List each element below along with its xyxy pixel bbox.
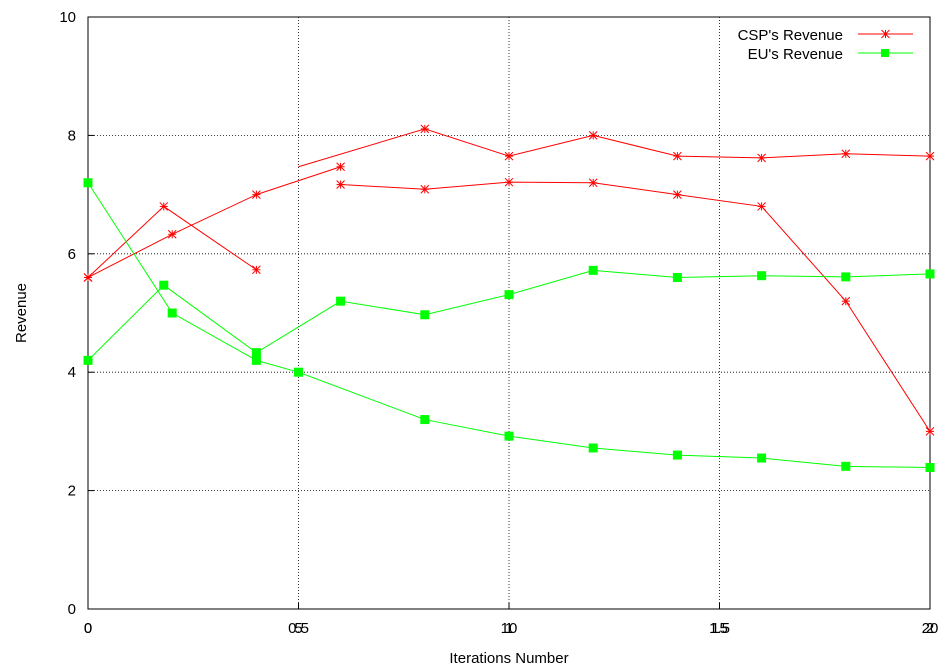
data-point-star <box>504 177 514 187</box>
x-tick-label: 15 <box>711 620 728 637</box>
y-tick-label: 10 <box>59 9 76 26</box>
data-point-star <box>504 151 514 161</box>
data-point-square <box>925 463 935 473</box>
data-point-square <box>336 296 346 306</box>
data-point-square <box>588 265 598 275</box>
data-point-square <box>672 450 682 460</box>
data-point-square <box>251 348 261 358</box>
data-point-star <box>841 296 851 306</box>
data-point-star <box>83 273 93 282</box>
data-point-square <box>672 272 682 282</box>
data-point-square <box>420 310 430 320</box>
y-tick-label: 2 <box>68 483 76 500</box>
data-point-square <box>167 308 177 318</box>
data-point-square <box>757 271 767 281</box>
data-point-square <box>251 355 261 365</box>
x-tick-label-secondary: 1 <box>505 620 513 637</box>
data-point-star <box>757 202 766 211</box>
data-point-star <box>757 153 766 163</box>
data-point-square <box>83 355 93 365</box>
series-csp-revenue-peak <box>298 124 594 168</box>
data-point-square <box>841 461 851 471</box>
data-point-star <box>159 202 169 211</box>
data-point-square <box>841 272 851 282</box>
data-point-square <box>925 269 935 279</box>
data-point-star <box>336 162 345 172</box>
data-point-star <box>841 149 851 159</box>
x-axis-title: Iterations Number <box>449 650 568 667</box>
x-tick-label-secondary: 1.5 <box>709 620 730 637</box>
data-point-square <box>294 367 303 377</box>
plot-frame <box>87 16 931 610</box>
y-axis-title: Revenue <box>13 283 30 343</box>
data-point-square <box>420 415 430 425</box>
data-point-star <box>336 180 345 189</box>
series-line <box>87 269 931 361</box>
x-tick-label: 0 <box>84 620 92 637</box>
series-csp-revenue <box>83 131 935 436</box>
data-point-square <box>588 443 598 453</box>
data-point-star <box>588 178 598 188</box>
data-point-star <box>925 427 935 436</box>
y-tick-label: 4 <box>68 364 76 381</box>
series-line <box>340 181 931 432</box>
data-point-square <box>83 178 93 188</box>
data-point-star <box>420 124 430 134</box>
data-point-star <box>673 151 682 161</box>
data-point-star <box>167 229 177 239</box>
series-eu-revenue <box>83 178 935 473</box>
y-tick-label: 6 <box>68 246 76 263</box>
y-tick-label: 0 <box>68 601 76 618</box>
x-tick-label: 5 <box>294 620 302 637</box>
data-point-square <box>504 290 514 300</box>
x-tick-label-secondary: 2 <box>926 620 934 637</box>
y-tick-label: 8 <box>68 127 76 144</box>
data-point-star <box>673 190 682 199</box>
data-point-star <box>252 265 261 275</box>
legend-label-eu: EU's Revenue <box>748 46 843 63</box>
data-point-square <box>159 280 169 290</box>
data-point-star <box>420 184 430 194</box>
series-line <box>87 166 341 278</box>
series-line <box>87 182 931 469</box>
legend-marker-eu <box>881 49 889 57</box>
legend-marker-csp <box>881 29 890 39</box>
data-point-square <box>757 453 767 463</box>
x-tick-label: 20 <box>922 620 939 637</box>
x-tick-label-secondary: 0 <box>84 620 92 637</box>
data-point-square <box>504 431 514 441</box>
x-tick-label-secondary: 0.5 <box>288 620 309 637</box>
grid-lines <box>88 17 930 609</box>
legend: CSP's Revenue EU's Revenue <box>738 27 913 63</box>
x-tick-label: 10 <box>501 620 518 637</box>
series-layer <box>83 124 935 473</box>
series-line <box>298 128 594 168</box>
data-point-star <box>925 151 935 161</box>
legend-label-csp: CSP's Revenue <box>738 27 843 44</box>
data-point-star <box>252 190 261 199</box>
series-line <box>87 205 257 278</box>
